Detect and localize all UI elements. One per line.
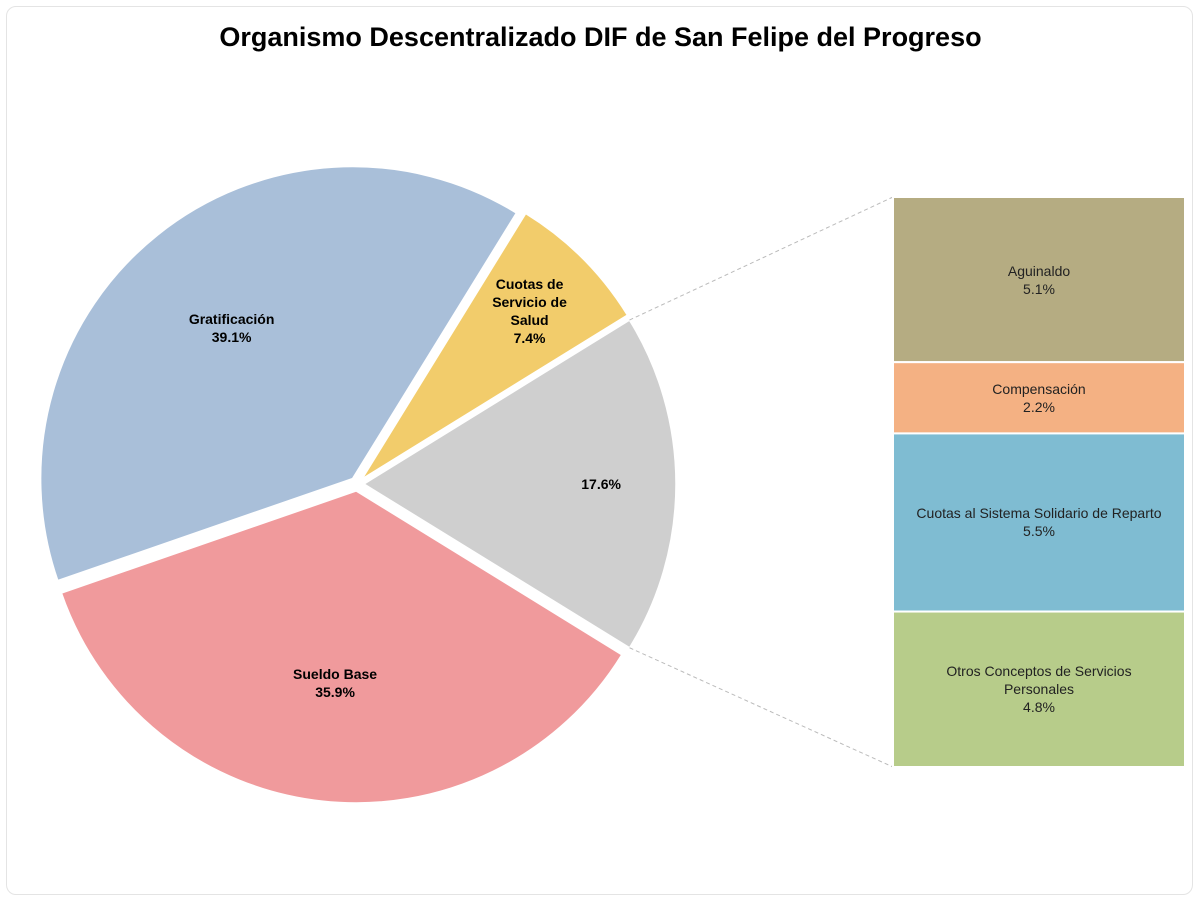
slice-category: Sueldo Base [293, 666, 378, 683]
slice-value: 17.6% [581, 475, 621, 492]
breakdown-category: Otros Conceptos de Servicios Personales [946, 663, 1132, 698]
breakdown-value: 5.1% [1023, 280, 1055, 297]
pie-slice [362, 319, 677, 649]
slice-label: 17.6% [581, 475, 621, 493]
breakdown-label: Cuotas al Sistema Solidario de Reparto 5.… [914, 504, 1164, 540]
breakdown-category: Compensación [992, 380, 1086, 397]
pie-slice [361, 212, 629, 480]
slice-category: Cuotas de Servicio de Salud [492, 276, 567, 329]
breakdown-value: 4.8% [1023, 699, 1055, 716]
breakdown-bar [892, 361, 1186, 435]
slice-label: Sueldo Base 35.9% [293, 665, 377, 701]
breakdown-value: 5.5% [1023, 523, 1055, 540]
connector [629, 196, 894, 321]
slice-label: Gratificación 39.1% [189, 310, 275, 346]
breakdown-label: Otros Conceptos de Servicios Personales 4… [914, 662, 1164, 716]
slice-category: Gratificación [188, 310, 275, 327]
breakdown-label: Compensación 2.2% [914, 380, 1164, 416]
slice-value: 39.1% [211, 328, 252, 345]
pie-slice [39, 165, 518, 582]
breakdown-bar [892, 610, 1186, 769]
pie-slice [60, 490, 623, 804]
chart-frame [6, 6, 1193, 895]
breakdown-bar [892, 432, 1186, 613]
breakdown-label: Aguinaldo 5.1% [914, 262, 1164, 298]
breakdown-category: Aguinaldo [1007, 262, 1071, 279]
slice-value: 35.9% [315, 684, 355, 701]
breakdown-category: Cuotas al Sistema Solidario de Reparto [916, 505, 1162, 522]
slice-label: Cuotas de Servicio de Salud 7.4% [475, 275, 585, 347]
breakdown-value: 2.2% [1023, 398, 1055, 415]
chart-title: Organismo Descentralizado DIF de San Fel… [219, 22, 982, 52]
slice-value: 7.4% [513, 330, 546, 347]
connector [629, 647, 894, 768]
breakdown-bar [892, 196, 1186, 364]
